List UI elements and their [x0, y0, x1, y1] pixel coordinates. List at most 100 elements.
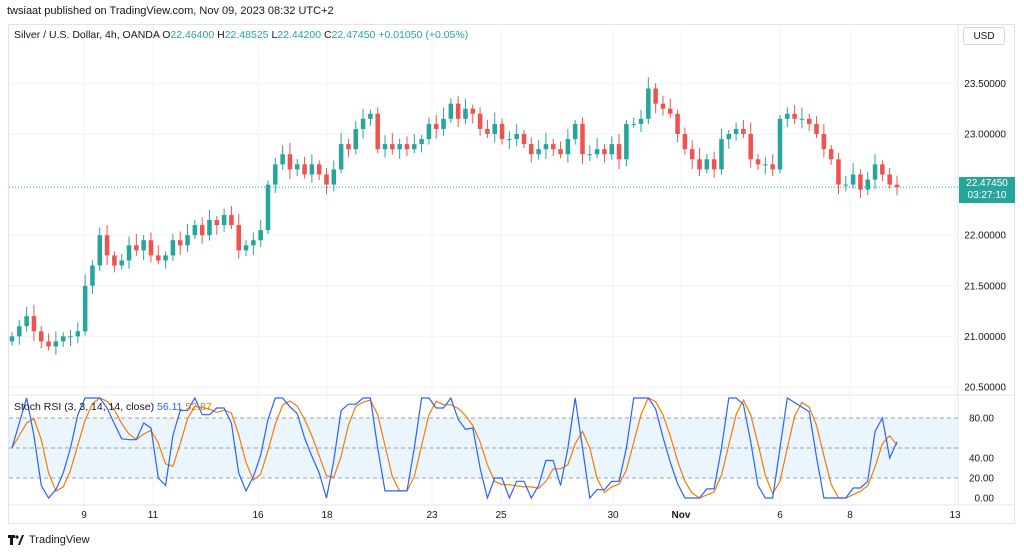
price-axis-label: 21.00000: [964, 332, 1006, 343]
candle-body: [104, 235, 110, 256]
time-axis-label: 6: [777, 510, 783, 521]
candle-body: [433, 123, 439, 129]
candle-body: [529, 144, 534, 155]
candle-body: [221, 214, 227, 226]
last-price-label: 22.47450 03:27:10: [959, 177, 1015, 203]
candle-body: [675, 113, 680, 134]
tradingview-logo-icon: [8, 535, 24, 545]
candle-body: [821, 134, 827, 150]
candle-body: [302, 164, 307, 175]
candle-body: [331, 169, 337, 185]
stoch-rsi-title: Stoch RSI (3, 3, 14, 14, close): [14, 401, 155, 413]
candle-body: [207, 220, 212, 236]
candle-body: [185, 235, 190, 246]
candle-body: [397, 144, 402, 150]
candle-body: [97, 235, 103, 266]
high-label: H: [217, 29, 225, 41]
candle-body: [192, 225, 198, 236]
price-axis-label: 23.50000: [964, 79, 1006, 90]
candle-body: [368, 113, 373, 119]
time-axis-label: Nov: [672, 510, 691, 521]
candle-body: [404, 144, 410, 150]
time-axis-label: 11: [148, 510, 159, 521]
chart-frame[interactable]: [8, 24, 1015, 524]
stoch-rsi-axis-label: 20.00: [969, 474, 994, 485]
candle-body: [850, 174, 856, 185]
candle-body: [785, 113, 790, 119]
candle-body: [638, 118, 644, 124]
candle-body: [748, 134, 753, 160]
candle-body: [163, 255, 168, 261]
candle-body: [477, 113, 483, 129]
candle-body: [294, 164, 300, 170]
footer-brand[interactable]: TradingView: [8, 534, 90, 546]
candle-body: [177, 240, 183, 246]
candle-body: [770, 164, 775, 170]
price-axis-label: 21.50000: [964, 281, 1006, 292]
candle-body: [68, 336, 73, 338]
low-label: L: [271, 29, 278, 41]
stoch-rsi-d-line: [11, 397, 898, 499]
candle-body: [119, 260, 124, 266]
stoch-rsi-k-line: [11, 396, 898, 501]
candle-body: [514, 134, 519, 140]
candle-body: [660, 103, 666, 109]
candle-body: [609, 144, 615, 155]
candle-body: [887, 174, 892, 185]
candle-body: [865, 179, 871, 190]
stoch-rsi-axis-label: 40.00: [969, 454, 994, 465]
candle-body: [170, 240, 176, 256]
candle-body: [75, 331, 81, 337]
stoch-rsi-legend[interactable]: Stoch RSI (3, 3, 14, 14, close) 56.11 52…: [14, 401, 212, 413]
candle-body: [134, 245, 139, 251]
candle-body: [697, 159, 702, 170]
candle-body: [858, 174, 863, 190]
open-label: O: [162, 29, 171, 41]
candle-body: [148, 240, 154, 256]
candle-body: [543, 144, 549, 150]
candle-body: [353, 128, 359, 150]
candle-body: [17, 326, 22, 337]
candle-body: [141, 240, 146, 251]
candle-body: [229, 214, 234, 226]
candle-body: [499, 123, 505, 140]
candle-body: [689, 149, 695, 160]
candle-body: [587, 154, 593, 156]
candle-body: [507, 139, 512, 141]
candle-body: [572, 123, 578, 140]
price-axis-label: 20.50000: [964, 382, 1006, 393]
time-axis-label: 23: [426, 510, 438, 521]
candle-body: [565, 139, 571, 155]
candle-body: [470, 108, 476, 114]
candle-body: [704, 159, 710, 170]
candle-body: [338, 144, 344, 170]
candle-body: [492, 123, 497, 134]
candle-body: [46, 341, 51, 347]
candle-body: [894, 184, 900, 188]
candle-body: [426, 123, 432, 140]
footer-brand-text: TradingView: [29, 534, 90, 546]
stoch-rsi-k-value: 56.11: [157, 401, 183, 413]
candle-body: [711, 159, 717, 170]
candle-body: [777, 118, 783, 170]
stoch-rsi-d-value: 52.87: [185, 401, 212, 413]
currency-button[interactable]: USD: [963, 27, 1005, 45]
last-price-value: 22.47450: [966, 178, 1008, 189]
candle-body: [653, 88, 658, 104]
published-text: twsiaat published on TradingView.com, No…: [7, 5, 334, 17]
candle-body: [24, 316, 29, 327]
symbol-legend: Silver / U.S. Dollar, 4h, OANDA O22.4640…: [14, 29, 468, 41]
candle-body: [236, 225, 242, 251]
candle-body: [521, 134, 527, 145]
time-axis-label: 16: [252, 510, 264, 521]
candle-body: [602, 149, 607, 155]
candle-body: [82, 285, 88, 332]
candle-body: [616, 144, 622, 160]
candle-body: [755, 159, 761, 165]
candle-body: [594, 149, 600, 155]
time-axis-label: 18: [321, 510, 333, 521]
candle-body: [719, 139, 724, 170]
candle-body: [580, 123, 585, 155]
symbol-name[interactable]: Silver / U.S. Dollar, 4h, OANDA: [14, 29, 160, 41]
